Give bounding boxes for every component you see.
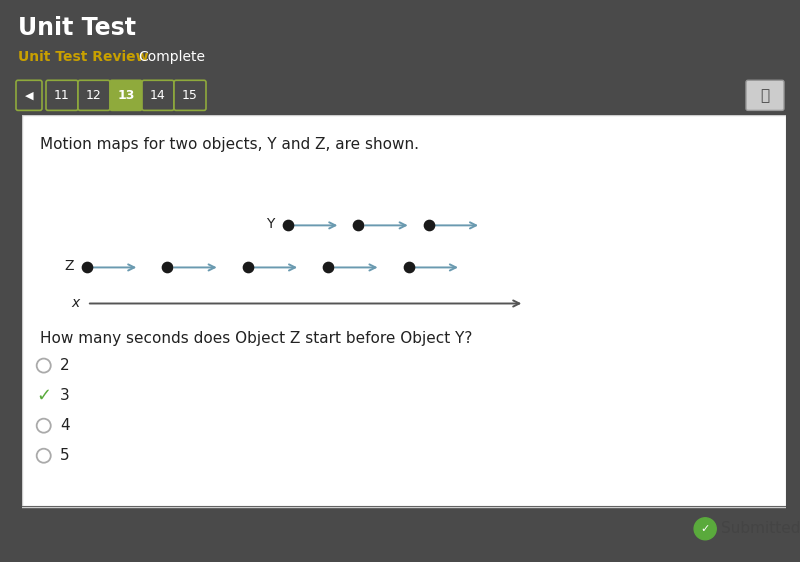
Text: ◀: ◀ [25, 90, 34, 101]
Text: Submitted: Submitted [722, 522, 800, 536]
FancyBboxPatch shape [78, 80, 110, 110]
Text: Y: Y [266, 217, 275, 232]
FancyBboxPatch shape [174, 80, 206, 110]
FancyBboxPatch shape [46, 80, 78, 110]
Point [81, 263, 94, 272]
Text: Unit Test Review: Unit Test Review [18, 50, 149, 64]
Text: 12: 12 [86, 89, 102, 102]
Text: How many seconds does Object Z start before Object Y?: How many seconds does Object Z start bef… [40, 330, 472, 346]
Text: 5: 5 [60, 448, 70, 463]
Text: ⎙: ⎙ [761, 88, 770, 103]
Point [242, 263, 254, 272]
Text: 13: 13 [118, 89, 134, 102]
Text: ✓: ✓ [36, 387, 51, 405]
Text: 11: 11 [54, 89, 70, 102]
Point [161, 263, 174, 272]
Text: Z: Z [64, 260, 74, 274]
Text: 2: 2 [60, 358, 70, 373]
Text: ✓: ✓ [701, 524, 710, 534]
Text: 3: 3 [60, 388, 70, 403]
Circle shape [694, 518, 716, 540]
Text: Complete: Complete [138, 50, 205, 64]
Point [402, 263, 415, 272]
FancyBboxPatch shape [142, 80, 174, 110]
FancyBboxPatch shape [746, 80, 784, 110]
Text: 4: 4 [60, 418, 70, 433]
Text: 14: 14 [150, 89, 166, 102]
Text: Motion maps for two objects, Y and Z, are shown.: Motion maps for two objects, Y and Z, ar… [40, 137, 418, 152]
Text: x: x [72, 297, 80, 310]
Point [282, 221, 294, 230]
FancyBboxPatch shape [110, 80, 142, 110]
Point [352, 221, 365, 230]
Point [422, 221, 435, 230]
Text: Unit Test: Unit Test [18, 16, 136, 40]
FancyBboxPatch shape [22, 115, 786, 506]
Point [322, 263, 334, 272]
FancyBboxPatch shape [16, 80, 42, 110]
Text: 15: 15 [182, 89, 198, 102]
